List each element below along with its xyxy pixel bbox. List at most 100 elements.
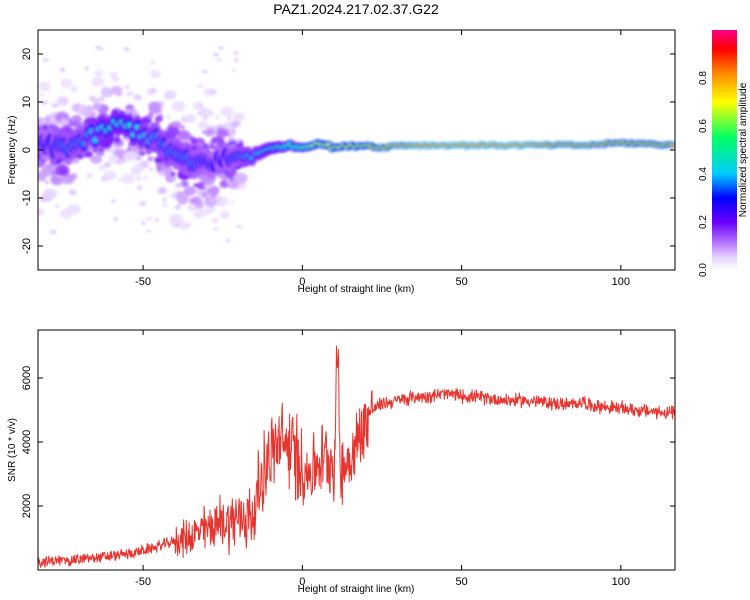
spectrogram-blob (218, 200, 224, 205)
colorbar: 0.0 0.2 0.4 0.6 0.8 Normalized spectral ampl… (698, 30, 749, 277)
spectrogram-blob (197, 121, 209, 130)
spectrogram-blob (60, 78, 73, 88)
spectrogram-blob (211, 133, 218, 137)
snr-xtick-label: -50 (135, 576, 151, 588)
spectrogram-panel: -50 0 50 100 -20 -10 0 10 20 Height of straight … (7, 29, 676, 295)
spectrogram-blob (202, 115, 208, 121)
spectrogram-blob (228, 131, 235, 136)
spectrogram-blob (196, 85, 204, 88)
snr-ticks: -50 0 50 100 2000 4000 6000 (21, 330, 675, 588)
spectrogram-blob (42, 58, 49, 62)
spectrogram-blob (160, 165, 167, 171)
spectrogram-blob (234, 113, 242, 120)
snr-xtick-label: 100 (612, 576, 630, 588)
spectrogram-blob (142, 176, 148, 180)
spectrogram-blob (113, 216, 118, 222)
spectrogram-blob (38, 208, 45, 217)
spectrogram-blob (177, 130, 191, 141)
spectrogram-xtick-label: 100 (612, 276, 630, 288)
spectrogram-blob (38, 178, 42, 183)
spectrogram-blob (139, 201, 147, 206)
spectrogram-blob (50, 175, 64, 186)
spectrogram-blob (235, 225, 243, 228)
snr-panel: -50 0 50 100 2000 4000 6000 Height of straight… (7, 329, 676, 595)
spectrogram-blob (207, 141, 213, 146)
colorbar-label: Normalized spectral amplitude (738, 82, 749, 217)
spectrogram-blob (123, 150, 138, 162)
spectrogram-blob (154, 218, 160, 222)
spectrogram-blob (187, 204, 197, 212)
spectrogram-blob (166, 126, 180, 137)
spectrogram-blob (217, 172, 226, 179)
spectrogram-blob (170, 176, 177, 182)
spectrogram-blob (59, 67, 66, 73)
spectrogram-blob (202, 69, 208, 74)
spectrogram-blob (174, 204, 182, 210)
spectrogram-blob (193, 183, 198, 187)
spectrogram-blob (231, 120, 241, 128)
spectrogram-blob (55, 165, 70, 177)
spectrogram-blob (38, 81, 51, 92)
spectrogram-blob (235, 139, 240, 143)
spectrogram-marks (38, 45, 675, 243)
spectrogram-blob (203, 88, 215, 97)
spectrogram-blob (51, 112, 57, 116)
spectrogram-blob (83, 112, 89, 118)
spectrogram-blob (216, 128, 229, 138)
spectrogram-blob (196, 181, 207, 190)
spectrogram-blob (205, 109, 215, 117)
spectrogram-blob (146, 229, 152, 233)
spectrogram-blob (161, 202, 168, 208)
spectrogram-blob (41, 100, 49, 105)
spectrogram-blob (98, 165, 106, 171)
spectrogram-blob (90, 154, 102, 164)
spectrogram-blob (62, 120, 67, 124)
spectrogram-blob (230, 200, 236, 205)
snr-xlabel: Height of straight line (km) (298, 584, 415, 595)
spectrogram-blob (124, 84, 130, 90)
spectrogram-blob (211, 89, 217, 95)
snr-xtick-label: 50 (455, 576, 467, 588)
colorbar-tick-label: 0.4 (698, 167, 709, 181)
figure-title: PAZ1.2024.217.02.37.G22 (273, 1, 439, 17)
spectrogram-blob (71, 115, 82, 124)
snr-xtick-label: 0 (299, 576, 305, 588)
spectrogram-blob (88, 95, 96, 101)
spectrogram-blob (209, 197, 214, 203)
spectrogram-blob (215, 115, 220, 120)
colorbar-tick-label: 0.8 (698, 71, 709, 85)
spectrogram-ytick-label: -20 (21, 238, 33, 254)
spectrogram-blob (41, 164, 55, 176)
spectrogram-ylabel: Frequency (Hz) (7, 116, 18, 185)
spectrogram-blob (70, 86, 78, 92)
spectrogram-blob (48, 175, 54, 179)
spectrogram-blob (117, 92, 122, 97)
spectrogram-blob (95, 45, 101, 50)
spectrogram-blob (197, 112, 202, 116)
spectrogram-blob (135, 152, 140, 157)
snr-ytick-label: 4000 (21, 430, 33, 454)
spectrogram-blob (185, 114, 197, 123)
spectrogram-blob (216, 58, 223, 61)
spectrogram-blob (56, 96, 69, 106)
spectrogram-blob (166, 115, 172, 119)
spectrogram-blob (154, 156, 164, 164)
spectrogram-blob (112, 76, 120, 82)
spectrogram-blob (111, 199, 117, 204)
spectrogram-blob (183, 186, 197, 196)
spectrogram-blob (115, 138, 121, 143)
spectrogram-blob (138, 150, 146, 157)
spectrogram-blob (174, 183, 182, 186)
colorbar-ticks: 0.0 0.2 0.4 0.6 0.8 (698, 71, 709, 277)
spectrogram-blob (66, 203, 81, 215)
spectrogram-blob (98, 148, 105, 152)
spectrogram-blob (40, 197, 45, 203)
spectrogram-ytick-label: -10 (21, 190, 33, 206)
spectrogram-blob (234, 57, 239, 62)
colorbar-gradient (712, 30, 737, 270)
spectrogram-blob (233, 51, 239, 55)
spectrogram-blob (130, 166, 140, 174)
spectrogram-blob (100, 87, 114, 98)
spectrogram-blob (194, 209, 206, 219)
